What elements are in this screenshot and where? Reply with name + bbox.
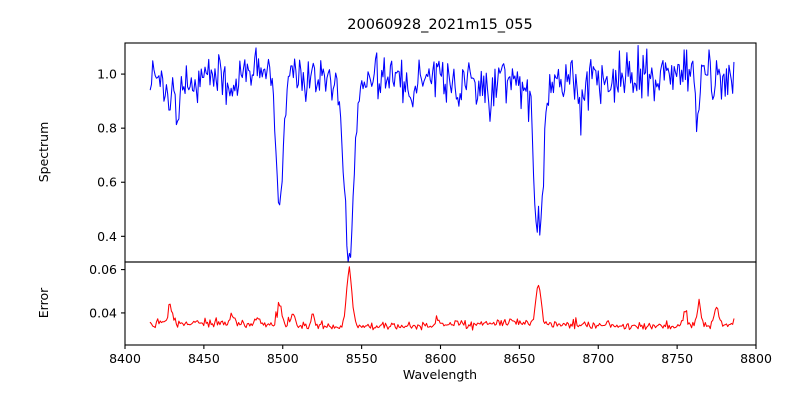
tick-label: 8500 <box>267 351 299 366</box>
tick-label: 0.6 <box>97 175 117 190</box>
page-title: 20060928_2021m15_055 <box>347 17 532 33</box>
tick-label: 0.04 <box>89 305 117 320</box>
tick-label: 8600 <box>425 351 457 366</box>
wavelength-x-ticks: 8400 8450 8500 8550 8600 8650 8700 8750 8800 <box>109 345 772 366</box>
tick-label: 8450 <box>188 351 220 366</box>
tick-label: 0.06 <box>89 262 117 277</box>
wavelength-axis-label: Wavelength <box>403 367 477 382</box>
tick-label: 0.8 <box>97 121 117 136</box>
error-y-ticks: 0.04 0.06 <box>89 262 125 320</box>
tick-label: 8400 <box>109 351 141 366</box>
spectrum-data-line <box>149 45 735 263</box>
spectrum-axis-label: Spectrum <box>36 122 51 183</box>
tick-label: 8800 <box>740 351 772 366</box>
tick-label: 8750 <box>661 351 693 366</box>
tick-label: 8550 <box>346 351 378 366</box>
tick-label: 8700 <box>582 351 614 366</box>
spectrum-y-ticks: 0.4 0.6 0.8 1.0 <box>97 67 125 244</box>
tick-label: 8650 <box>503 351 535 366</box>
tick-label: 1.0 <box>97 67 117 82</box>
error-data-line <box>149 266 735 331</box>
error-panel: 0.04 0.06 8400 8450 8500 8550 8600 8650 8700 875… <box>36 261 772 382</box>
error-axis-label: Error <box>36 287 51 318</box>
tick-label: 0.4 <box>97 229 117 244</box>
